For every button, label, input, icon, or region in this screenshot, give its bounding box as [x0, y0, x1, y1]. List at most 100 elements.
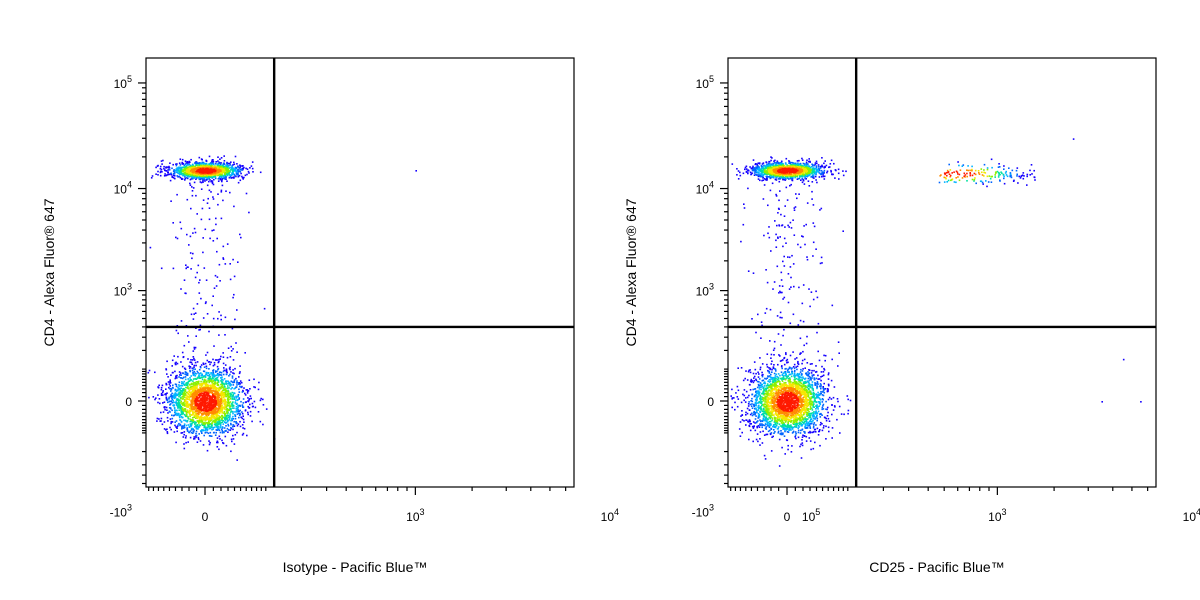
- event-dot: [204, 394, 207, 397]
- event-dot: [218, 358, 220, 361]
- event-dot: [231, 176, 233, 179]
- event-dot: [226, 371, 228, 374]
- event-dot: [823, 367, 825, 370]
- event-dot: [179, 424, 181, 427]
- event-dot: [199, 384, 201, 386]
- event-dot: [161, 163, 163, 165]
- event-dot: [220, 408, 223, 411]
- event-dot: [166, 398, 169, 401]
- event-dot: [231, 396, 233, 398]
- event-dot: [800, 457, 803, 459]
- event-dot: [240, 381, 243, 384]
- event-dot: [811, 175, 813, 178]
- event-dot: [1030, 164, 1033, 166]
- event-dot: [209, 399, 211, 401]
- event-dot: [246, 389, 249, 391]
- event-dot: [169, 426, 171, 429]
- event-dot: [206, 359, 209, 362]
- event-dot: [783, 363, 786, 366]
- event-dot: [759, 424, 762, 427]
- event-dot: [168, 398, 170, 400]
- event-dot: [766, 353, 769, 355]
- event-dot: [167, 376, 169, 378]
- event-dot: [241, 412, 244, 415]
- event-dot: [193, 414, 196, 417]
- event-dot: [785, 439, 788, 441]
- event-dot: [250, 165, 253, 167]
- event-dot: [186, 175, 189, 178]
- event-dot: [787, 224, 789, 227]
- event-dot: [178, 409, 180, 411]
- event-dot: [745, 419, 748, 421]
- event-dot: [207, 197, 209, 200]
- event-dot: [206, 387, 209, 390]
- event-dot: [170, 387, 172, 390]
- event-dot: [200, 412, 203, 415]
- event-dot: [229, 191, 231, 194]
- event-dot: [191, 401, 194, 403]
- event-dot: [195, 378, 198, 380]
- event-dot: [214, 175, 217, 178]
- event-dot: [214, 426, 216, 429]
- event-dot: [832, 396, 835, 399]
- event-dot: [170, 200, 172, 202]
- event-dot: [178, 402, 181, 404]
- event-dot: [1011, 169, 1014, 172]
- event-dot: [234, 318, 236, 321]
- event-dot: [195, 162, 198, 165]
- event-dot: [787, 448, 789, 451]
- event-dot: [179, 176, 181, 179]
- event-dot: [229, 366, 231, 369]
- event-dot: [177, 176, 179, 178]
- event-dot: [227, 416, 229, 419]
- event-dot: [173, 406, 176, 409]
- event-dot: [186, 382, 188, 384]
- event-dot: [751, 393, 754, 396]
- event-dot: [831, 358, 833, 361]
- event-dot: [185, 402, 188, 405]
- event-dot: [801, 439, 803, 441]
- event-dot: [223, 160, 226, 162]
- event-dot: [820, 376, 822, 378]
- event-dot: [236, 413, 239, 415]
- event-dot: [735, 392, 737, 394]
- event-dot: [222, 177, 225, 180]
- event-dot: [237, 423, 240, 425]
- event-dot: [148, 369, 151, 372]
- event-dot: [748, 394, 750, 397]
- event-dot: [169, 385, 171, 387]
- event-dot: [202, 398, 204, 401]
- event-dot: [206, 396, 209, 398]
- event-dot: [212, 317, 215, 320]
- event-dot: [788, 367, 791, 370]
- event-dot: [160, 420, 162, 422]
- event-dot: [834, 169, 837, 171]
- event-dot: [788, 288, 791, 290]
- event-dot: [837, 168, 840, 171]
- event-dot: [796, 197, 798, 200]
- event-dot: [199, 411, 202, 414]
- event-dot: [808, 185, 811, 187]
- event-dot: [809, 363, 812, 365]
- event-dot: [198, 176, 200, 179]
- event-dot: [773, 340, 776, 343]
- event-dot: [762, 198, 765, 200]
- event-dot: [186, 177, 189, 180]
- event-dot: [167, 420, 169, 422]
- event-dot: [221, 428, 223, 430]
- event-dot: [183, 388, 186, 390]
- event-dot: [212, 426, 215, 429]
- event-dot: [807, 374, 810, 376]
- event-dot: [185, 264, 187, 266]
- event-dot: [181, 158, 184, 161]
- event-dot: [200, 297, 202, 300]
- event-dot: [216, 423, 219, 426]
- event-dot: [242, 418, 245, 421]
- event-dot: [208, 396, 211, 399]
- event-dot: [219, 280, 221, 282]
- event-dot: [779, 190, 781, 192]
- event-dot: [232, 369, 234, 371]
- event-dot: [806, 258, 809, 261]
- event-dot: [205, 416, 207, 418]
- event-dot: [231, 440, 233, 443]
